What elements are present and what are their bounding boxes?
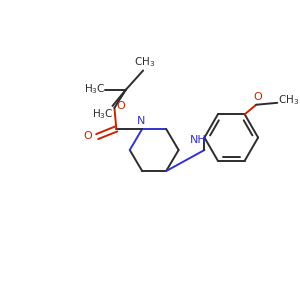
Text: CH$_3$: CH$_3$ <box>278 93 299 107</box>
Text: H$_3$C: H$_3$C <box>92 107 114 121</box>
Text: O: O <box>254 92 262 102</box>
Text: N: N <box>137 116 146 126</box>
Text: NH: NH <box>190 135 207 146</box>
Text: CH$_3$: CH$_3$ <box>134 55 155 69</box>
Text: O: O <box>117 101 125 111</box>
Text: H$_3$C: H$_3$C <box>85 82 106 96</box>
Text: O: O <box>83 130 92 141</box>
